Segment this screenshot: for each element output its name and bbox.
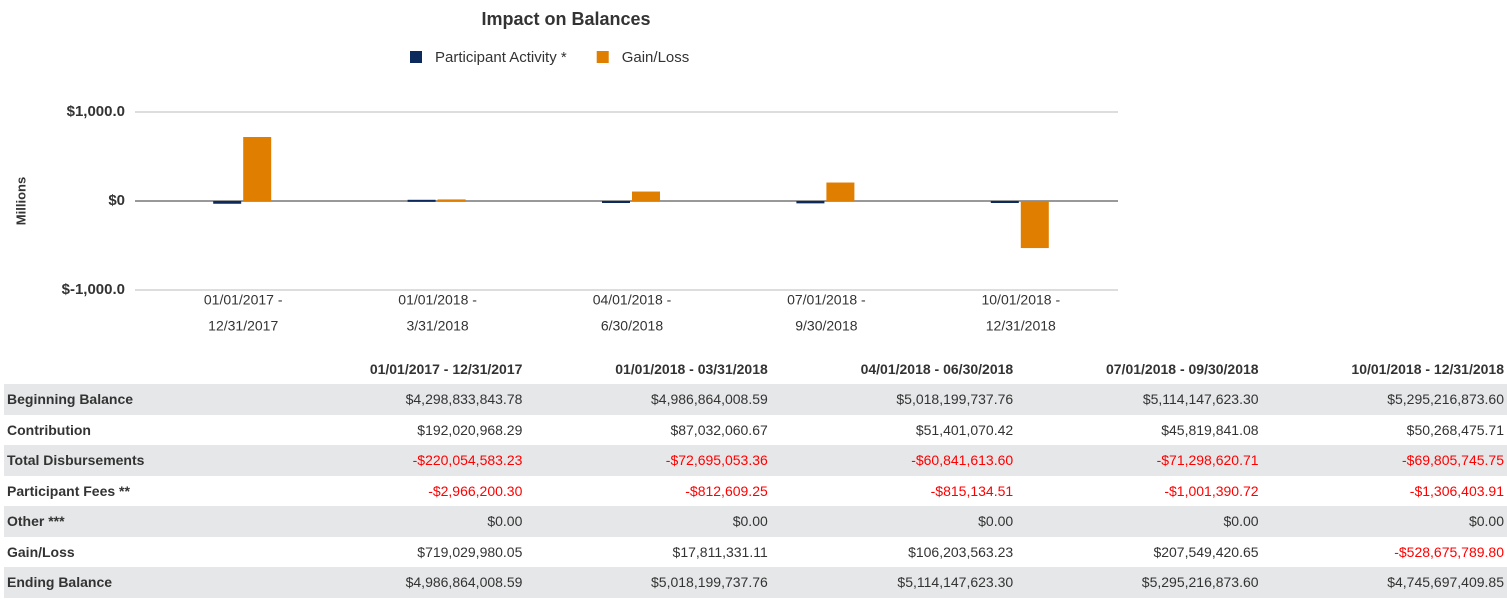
bar [213,201,242,204]
bar [990,201,1019,203]
x-tick-label: 07/01/2018 - [787,292,866,308]
x-tick-label: 10/01/2018 - [981,292,1060,308]
value-cell: -$60,841,613.60 [770,445,1017,476]
x-tick-label: 12/31/2018 [986,318,1056,334]
legend-label: Gain/Loss [622,49,690,66]
value-cell: $4,986,864,008.59 [280,567,526,598]
value-cell: $719,029,980.05 [417,543,523,560]
row-label: Other *** [4,506,280,537]
value-cell: $0.00 [770,506,1017,537]
value-cell: $5,114,147,623.30 [770,567,1017,598]
value-cell: $4,298,833,843.78 [280,384,526,415]
value-cell: $45,819,841.08 [1161,421,1259,438]
value-cell: $50,268,475.71 [1406,421,1504,438]
row-label: Gain/Loss [7,543,75,560]
value-cell: -$1,001,390.72 [1164,482,1259,499]
bar [407,199,436,202]
chart: Impact on Balances Millions $-1,000.0 $0 $… [13,9,1118,334]
bar [437,199,466,202]
y-tick-label: $-1,000.0 [62,281,125,298]
value-cell: $207,549,420.65 [1153,543,1259,560]
bar [632,191,660,201]
value-cell: $5,018,199,737.76 [525,567,771,598]
value-cell: $51,401,070.42 [915,421,1014,438]
value-cell: -$815,134.51 [930,482,1014,499]
bar [796,201,825,204]
value-cell: $192,020,968.29 [417,421,523,438]
y-axis-label: Millions [13,177,28,225]
bar [243,137,272,201]
value-cell: -$72,695,053.36 [525,445,771,476]
row-label: Ending Balance [4,567,280,598]
value-cell: $106,203,563.23 [908,543,1014,560]
table-row: Total Disbursements -$220,054,583.23 -$72,… [4,445,1507,476]
legend-swatch [410,51,422,63]
chart-title: Impact on Balances [481,9,650,29]
value-cell: $4,745,697,409.85 [1261,567,1507,598]
column-header: 10/01/2018 - 12/31/2018 [1351,361,1504,377]
row-label: Beginning Balance [4,384,280,415]
value-cell: $0.00 [1016,506,1262,537]
value-cell: $87,032,060.67 [670,421,768,438]
value-cell: -$69,805,745.75 [1261,445,1507,476]
legend-swatch [596,51,609,63]
column-header: 01/01/2017 - 12/31/2017 [369,361,523,377]
x-tick-label: 12/31/2017 [208,318,278,334]
value-cell: $0.00 [1261,506,1507,537]
y-tick-label: $1,000.0 [67,103,125,120]
row-label: Total Disbursements [4,445,280,476]
x-tick-label: 9/30/2018 [795,318,857,334]
column-header: 01/01/2018 - 03/31/2018 [615,361,768,377]
header-row: 01/01/2017 - 12/31/2017 01/01/2018 - 03/3… [4,354,1507,384]
balance-table: 01/01/2017 - 12/31/2017 01/01/2018 - 03/3… [4,354,1507,598]
value-cell: -$71,298,620.71 [1016,445,1262,476]
x-tick-label: 01/01/2017 - [204,292,283,308]
corner-cell [4,354,280,384]
table-row: Ending Balance $4,986,864,008.59 $5,018,19… [4,567,1507,598]
value-cell: $4,986,864,008.59 [525,384,771,415]
table-row: Contribution $192,020,968.29 $87,032,060.6… [4,415,1507,446]
value-cell: -$528,675,789.80 [1394,543,1504,560]
value-cell: $5,295,216,873.60 [1016,567,1262,598]
table-row: Beginning Balance $4,298,833,843.78 $4,986… [4,384,1507,415]
row-label: Contribution [7,421,91,438]
value-cell: $5,018,199,737.76 [770,384,1017,415]
bar [602,201,630,203]
column-header: 04/01/2018 - 06/30/2018 [860,361,1014,377]
x-tick-label: 04/01/2018 - [593,292,672,308]
y-tick-label: $0 [108,192,125,209]
value-cell: -$2,966,200.30 [428,482,523,499]
value-cell: -$1,306,403.91 [1409,482,1504,499]
x-tick-label: 6/30/2018 [601,318,663,334]
value-cell: -$220,054,583.23 [280,445,526,476]
value-cell: $17,811,331.11 [672,543,768,560]
value-cell: -$812,609.25 [685,482,768,499]
table-row: Participant Fees ** -$2,966,200.30 -$812,6… [4,476,1507,507]
value-cell: $5,295,216,873.60 [1261,384,1507,415]
value-cell: $0.00 [525,506,771,537]
x-tick-label: 01/01/2018 - [398,292,477,308]
row-label: Participant Fees ** [7,482,130,499]
bar [1020,201,1049,249]
table-row: Gain/Loss $719,029,980.05 $17,811,331.11 $1… [4,537,1507,568]
legend-label: Participant Activity * [435,49,567,66]
column-header: 07/01/2018 - 09/30/2018 [1105,361,1259,377]
value-cell: $5,114,147,623.30 [1016,384,1262,415]
bar [826,182,855,201]
table-row: Other *** $0.00 $0.00 $0.00 $0.00 $0.00 [4,506,1507,537]
value-cell: $0.00 [280,506,526,537]
x-tick-label: 3/31/2018 [406,318,468,334]
